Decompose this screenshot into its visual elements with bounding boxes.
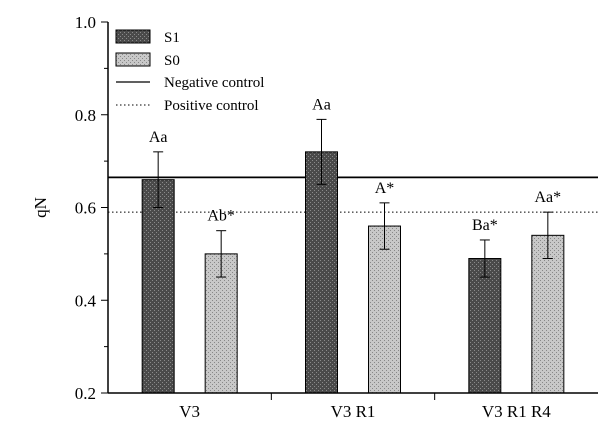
significance-label: A* xyxy=(375,180,395,197)
bar-s0 xyxy=(531,234,565,394)
y-axis-label: qN xyxy=(31,197,50,218)
y-tick-label: 1.0 xyxy=(75,13,96,32)
significance-label: Aa xyxy=(312,96,331,113)
bar-s1 xyxy=(305,151,338,394)
y-tick-label: 0.4 xyxy=(75,291,97,310)
legend-label: Positive control xyxy=(164,98,259,114)
legend: S1 S0 Negative control Positive control xyxy=(115,29,264,114)
legend-label: S1 xyxy=(164,30,180,46)
significance-label: Ab* xyxy=(207,208,235,225)
y-tick-label: 0.6 xyxy=(75,199,96,218)
legend-swatch-s0 xyxy=(115,52,151,67)
significance-label: Ba* xyxy=(472,217,498,234)
significance-label: Aa xyxy=(149,129,168,146)
reference-lines xyxy=(108,176,598,213)
y-tick-label: 0.8 xyxy=(75,106,96,125)
x-tick-label: V3 xyxy=(179,402,200,421)
legend-label: S0 xyxy=(164,53,180,69)
x-tick-label: V3 R1 R4 xyxy=(482,402,551,421)
bar-s0 xyxy=(368,225,401,394)
y-tick-label: 0.2 xyxy=(75,384,96,403)
bars: Aa Ab* Aa A* Ba* Aa* xyxy=(141,96,565,394)
x-tick-label: V3 R1 xyxy=(331,402,376,421)
legend-label: Negative control xyxy=(164,75,264,91)
bar-s1 xyxy=(468,258,502,394)
significance-label: Aa* xyxy=(535,189,562,206)
legend-swatch-s1 xyxy=(115,29,151,44)
bar-s1 xyxy=(141,179,175,394)
axes: 0.2 0.4 0.6 0.8 1.0 V3 V3 R1 V3 R1 R4 xyxy=(75,13,598,421)
